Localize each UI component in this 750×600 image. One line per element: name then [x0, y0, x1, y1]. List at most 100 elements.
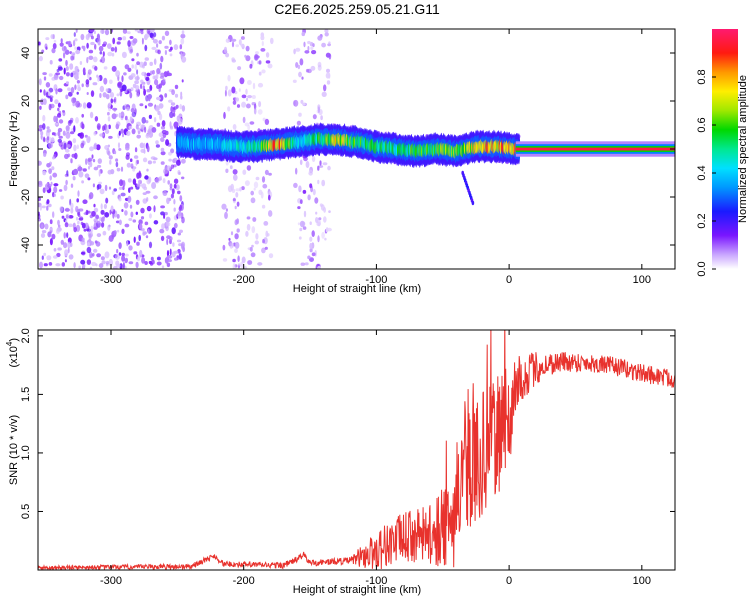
spectrogram-noise-cell — [180, 52, 183, 60]
spectrogram-noise-cell — [299, 220, 305, 228]
spectrogram-noise-cell — [86, 92, 89, 95]
spectrogram-noise-cell — [63, 142, 67, 150]
spectrogram-noise-cell — [43, 252, 47, 256]
spectrogram-noise-cell — [120, 192, 126, 197]
spectrogram-noise-cell — [234, 248, 238, 253]
spectrogram-noise-cell — [63, 232, 66, 239]
spectrogram-noise-cell — [309, 221, 312, 225]
spectrogram-noise-cell — [79, 132, 84, 139]
spectrogram-noise-cell — [309, 183, 313, 189]
spectrogram-noise-cell — [303, 210, 307, 218]
spectrogram-noise-cell — [111, 65, 117, 72]
spectrogram-noise-cell — [113, 98, 116, 103]
spectrogram-noise-cell — [80, 33, 85, 41]
spectrogram-noise-cell — [147, 160, 152, 165]
spectrogram-noise-cell — [116, 214, 120, 219]
spectrogram-noise-cell — [92, 253, 95, 257]
spectrogram-noise-cell — [144, 175, 149, 180]
spectrogram-noise-cell — [86, 228, 92, 232]
spectrogram-noise-cell — [165, 225, 169, 232]
spectrogram-noise-cell — [234, 233, 239, 240]
spectrogram-noise-cell — [43, 89, 46, 96]
spectrogram-noise-cell — [118, 252, 122, 256]
spectrogram-y-axis-label: Frequency (Hz) — [8, 111, 20, 187]
spectrogram-noise-cell — [118, 112, 122, 118]
spectrogram-noise-cell — [174, 257, 178, 261]
spectrogram-noise-cell — [136, 183, 141, 188]
spectrogram-noise-cell — [249, 63, 253, 69]
spectrogram-noise-cell — [170, 193, 174, 199]
spectrogram-noise-cell — [108, 106, 111, 112]
spectrogram-noise-cell — [293, 48, 296, 55]
spectrogram-noise-cell — [100, 209, 105, 215]
spectrogram-noise-cell — [110, 169, 115, 175]
spectrogram-noise-cell — [81, 222, 86, 229]
spectrogram-noise-cell — [88, 55, 94, 60]
spectrogram-noise-cell — [40, 134, 43, 140]
spectrogram-noise-cell — [151, 126, 157, 133]
spectrogram-noise-cell — [170, 164, 175, 169]
spectrogram-noise-cell — [73, 32, 76, 37]
spectrogram-noise-cell — [262, 183, 268, 189]
spectrogram-noise-cell — [234, 205, 237, 210]
spectrogram-noise-cell — [177, 190, 181, 195]
spectrogram-noise-cell — [152, 160, 156, 164]
spectrogram-noise-cell — [136, 69, 139, 75]
spectrogram-noise-cell — [90, 35, 94, 40]
spectrogram-noise-cell — [54, 122, 59, 126]
spectrogram-noise-cell — [38, 55, 44, 62]
spectrogram-noise-cell — [310, 46, 314, 50]
spectrogram-noise-cell — [46, 128, 52, 133]
spectrogram-noise-cell — [69, 131, 75, 135]
spectrogram-noise-cell — [65, 126, 70, 134]
spectrogram-noise-cell — [82, 102, 87, 109]
spectrogram-noise-cell — [116, 93, 120, 97]
spectrogram-noise-cell — [48, 73, 53, 77]
spectrogram-noise-cell — [121, 75, 124, 83]
spectrogram-noise-cell — [60, 38, 63, 43]
spectrogram-noise-cell — [81, 180, 84, 184]
spectrogram-noise-cell — [53, 248, 57, 252]
spectrogram-noise-cell — [95, 241, 101, 247]
spectrogram-noise-cell — [41, 255, 44, 260]
spectrogram-noise-cell — [70, 183, 74, 188]
spectrogram-noise-cell — [98, 216, 102, 221]
spectrogram-noise-cell — [166, 238, 169, 246]
snr-background — [38, 330, 675, 570]
spectrogram-noise-cell — [254, 240, 259, 245]
spectrogram-noise-cell — [229, 165, 233, 170]
spectrogram-noise-cell — [65, 207, 70, 212]
spectrogram-noise-cell — [225, 38, 230, 43]
spectrogram-noise-cell — [317, 235, 320, 243]
spectrogram-noise-cell — [264, 246, 268, 250]
spectrogram-noise-cell — [238, 39, 242, 46]
spectrogram-noise-cell — [134, 29, 139, 32]
snr-series-line — [38, 330, 675, 570]
spectrogram-noise-cell — [165, 139, 170, 146]
spectrogram-noise-cell — [156, 122, 161, 127]
spectrogram-noise-cell — [177, 210, 182, 217]
spectrogram-noise-cell — [86, 102, 92, 109]
spectrogram-noise-cell — [168, 151, 172, 156]
spectrogram-noise-cell — [142, 231, 147, 235]
spectrogram-noise-cell — [104, 251, 110, 259]
spectrogram-noise-cell — [301, 76, 304, 80]
spectrogram-noise-cell — [75, 29, 78, 33]
snr-x-tick-label: -200 — [233, 575, 255, 587]
spectrogram-noise-cell — [129, 158, 133, 162]
spectrogram-noise-cell — [161, 120, 166, 127]
chart-title: C2E6.2025.259.05.21.G11 — [274, 1, 440, 17]
spectrogram-noise-cell — [65, 94, 69, 100]
spectrogram-noise-cell — [141, 257, 146, 264]
spectrogram-x-tick-label: -300 — [100, 274, 122, 286]
spectrogram-noise-cell — [43, 98, 47, 105]
spectrogram-noise-cell — [181, 56, 187, 63]
spectrogram-noise-cell — [121, 228, 125, 234]
spectrogram-noise-cell — [104, 29, 110, 36]
spectrogram-noise-cell — [68, 223, 73, 228]
spectrogram-noise-cell — [264, 169, 269, 176]
spectrogram-noise-cell — [227, 89, 232, 97]
spectrogram-noise-cell — [232, 263, 236, 269]
spectrogram-noise-cell — [147, 229, 150, 234]
